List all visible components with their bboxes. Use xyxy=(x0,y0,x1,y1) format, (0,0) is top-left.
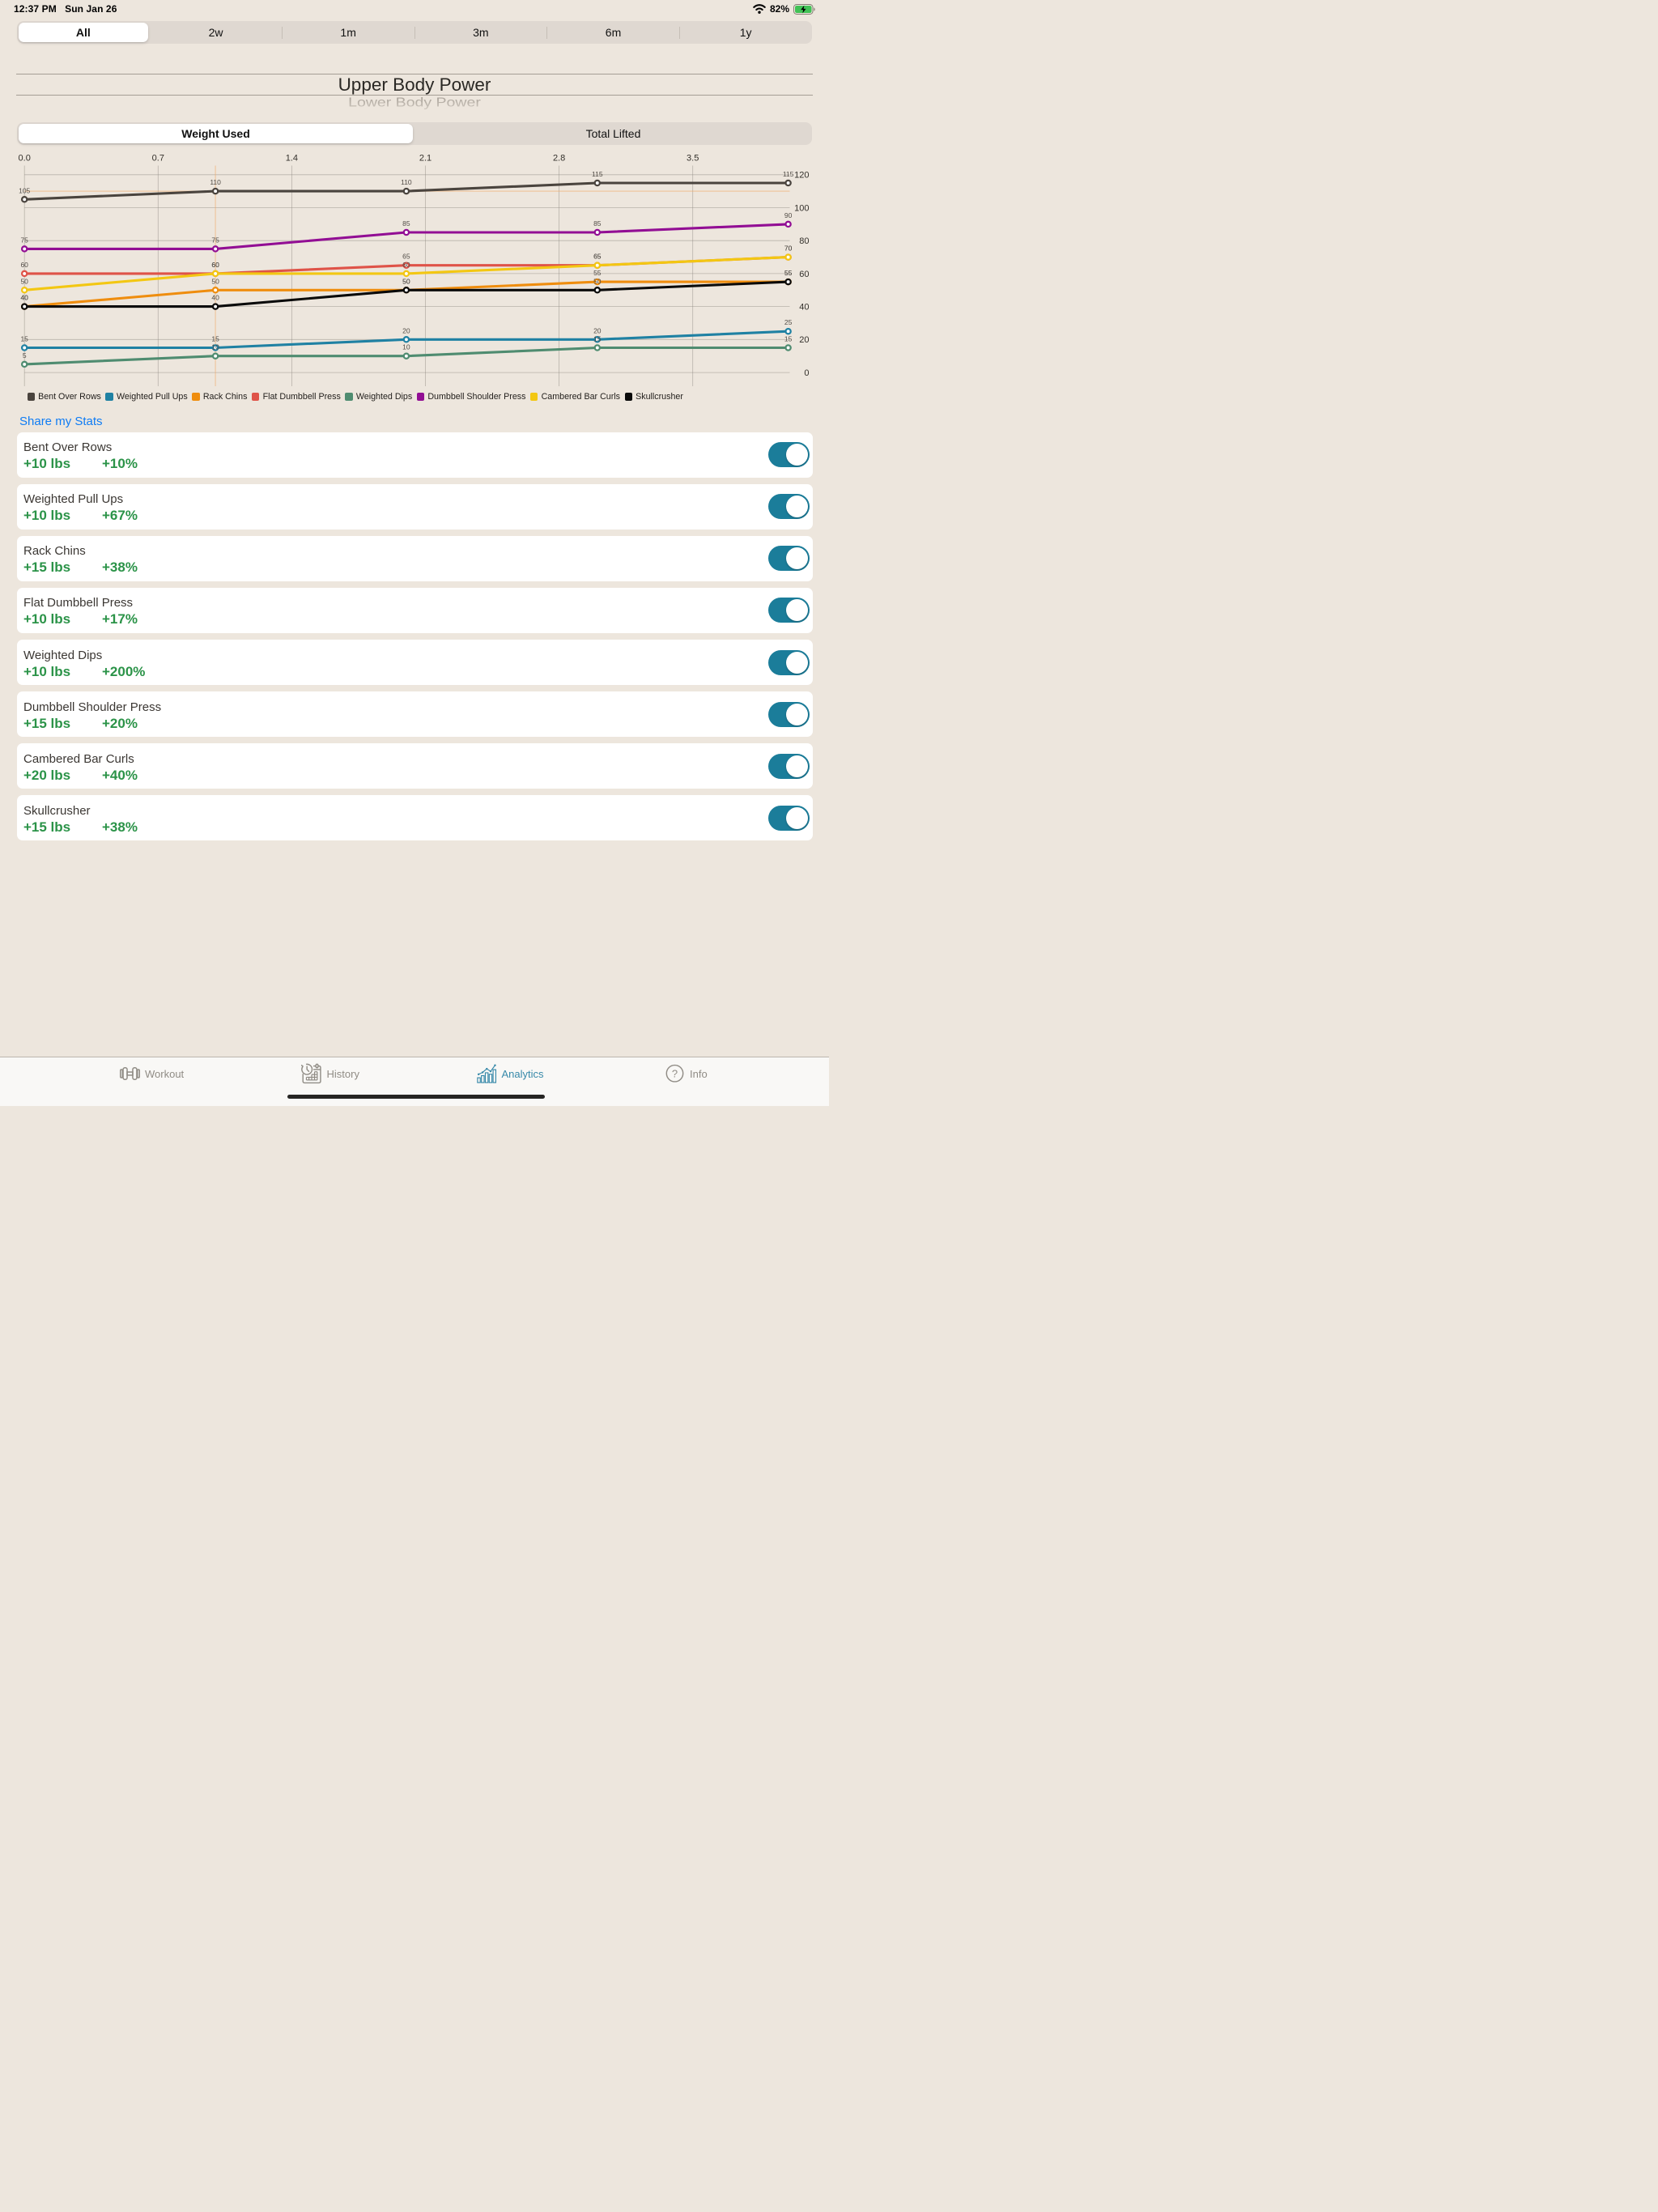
svg-text:0: 0 xyxy=(804,368,809,378)
svg-text:75: 75 xyxy=(20,236,28,244)
svg-text:50: 50 xyxy=(211,277,219,285)
svg-text:120: 120 xyxy=(794,171,809,181)
svg-text:55: 55 xyxy=(784,269,793,277)
svg-text:3.5: 3.5 xyxy=(687,154,699,164)
svg-text:60: 60 xyxy=(402,261,410,269)
svg-text:20: 20 xyxy=(799,335,809,345)
svg-text:115: 115 xyxy=(783,170,794,178)
svg-text:75: 75 xyxy=(211,236,219,244)
svg-text:70: 70 xyxy=(784,245,793,253)
svg-text:?: ? xyxy=(672,1068,678,1080)
svg-text:15: 15 xyxy=(20,335,28,343)
svg-text:40: 40 xyxy=(20,294,28,302)
svg-text:50: 50 xyxy=(402,277,410,285)
svg-text:1.4: 1.4 xyxy=(286,154,298,164)
svg-text:85: 85 xyxy=(402,219,410,228)
svg-text:40: 40 xyxy=(211,294,219,302)
svg-text:85: 85 xyxy=(593,219,602,228)
svg-text:15: 15 xyxy=(784,335,793,343)
svg-text:115: 115 xyxy=(592,170,603,178)
svg-text:50: 50 xyxy=(402,277,410,285)
svg-text:10: 10 xyxy=(402,343,410,351)
svg-text:0.7: 0.7 xyxy=(152,154,164,164)
svg-text:50: 50 xyxy=(20,277,28,285)
svg-text:110: 110 xyxy=(401,178,412,186)
svg-text:60: 60 xyxy=(211,261,219,269)
svg-text:20: 20 xyxy=(593,326,602,334)
svg-text:65: 65 xyxy=(402,253,410,261)
svg-text:55: 55 xyxy=(784,269,793,277)
svg-text:90: 90 xyxy=(784,211,793,219)
svg-text:15: 15 xyxy=(593,335,602,343)
svg-text:55: 55 xyxy=(593,269,602,277)
svg-text:20: 20 xyxy=(402,326,410,334)
svg-text:60: 60 xyxy=(20,261,28,269)
svg-text:70: 70 xyxy=(784,245,793,253)
svg-text:5: 5 xyxy=(23,351,27,359)
svg-text:80: 80 xyxy=(799,236,809,246)
svg-text:2.1: 2.1 xyxy=(419,154,432,164)
svg-text:2.8: 2.8 xyxy=(553,154,565,164)
svg-text:40: 40 xyxy=(799,303,809,313)
svg-text:110: 110 xyxy=(210,178,221,186)
svg-text:15: 15 xyxy=(211,335,219,343)
svg-text:0.0: 0.0 xyxy=(19,154,31,164)
svg-text:10: 10 xyxy=(211,343,219,351)
svg-text:60: 60 xyxy=(211,261,219,269)
svg-text:60: 60 xyxy=(799,270,809,279)
svg-text:105: 105 xyxy=(19,186,30,194)
svg-text:65: 65 xyxy=(593,253,602,261)
svg-text:40: 40 xyxy=(20,294,28,302)
svg-text:100: 100 xyxy=(794,203,809,213)
svg-text:65: 65 xyxy=(593,253,602,261)
svg-text:50: 50 xyxy=(593,277,602,285)
svg-text:25: 25 xyxy=(784,318,793,326)
